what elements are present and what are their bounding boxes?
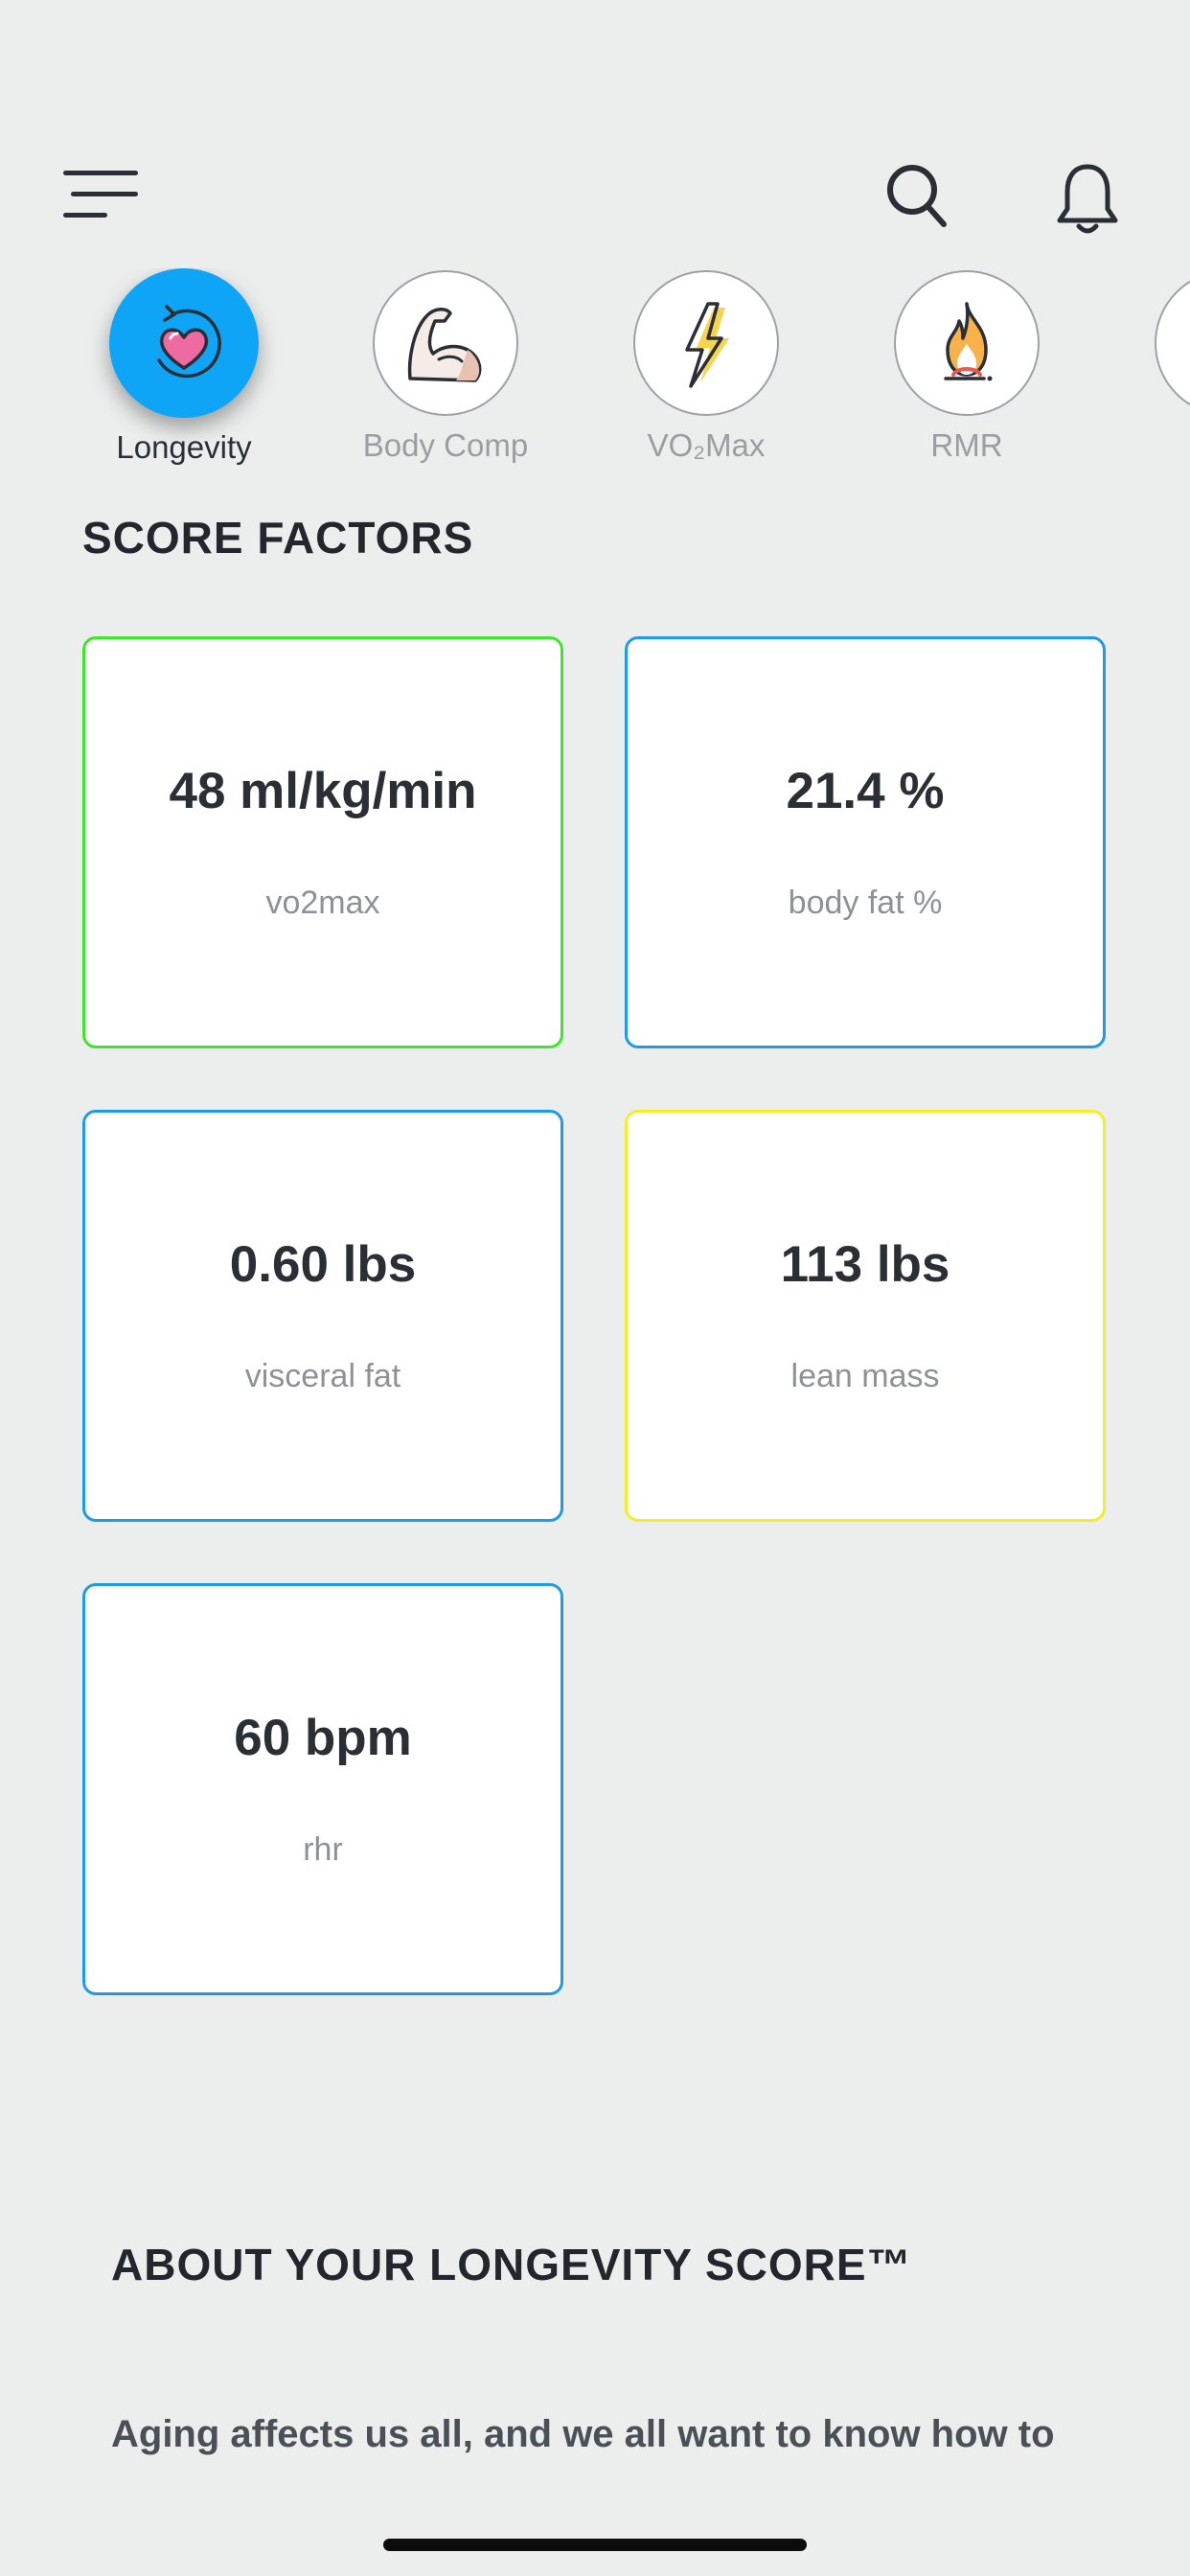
score-factor-value: 113 lbs — [780, 1236, 950, 1293]
score-factor-value: 21.4 % — [786, 763, 945, 819]
score-factor-value: 0.60 lbs — [229, 1236, 417, 1293]
score-factor-label: rhr — [303, 1831, 343, 1868]
search-icon — [887, 165, 947, 227]
score-factor-card-lean-mass[interactable]: 113 lbs lean mass — [625, 1110, 1106, 1522]
category-label: RMR — [930, 427, 1003, 463]
category-partial[interactable]: In — [1122, 268, 1190, 464]
category-circle — [109, 268, 259, 418]
search-button[interactable] — [885, 163, 949, 230]
menu-line — [63, 171, 138, 175]
flame-icon — [944, 302, 993, 381]
score-factor-value: 60 bpm — [234, 1710, 412, 1766]
score-factor-label: visceral fat — [244, 1358, 401, 1394]
lightning-bolt-icon — [685, 302, 729, 388]
category-label: Longevity — [116, 429, 252, 465]
score-factor-card-visceral-fat[interactable]: 0.60 lbs visceral fat — [82, 1110, 563, 1522]
score-factor-label: lean mass — [790, 1358, 940, 1394]
notifications-button[interactable] — [1054, 161, 1121, 236]
category-circle — [1155, 270, 1190, 416]
score-factor-card-vo2max[interactable]: 48 ml/kg/min vo2max — [82, 636, 563, 1048]
menu-line — [63, 213, 107, 218]
category-label: VO₂Max — [647, 427, 766, 463]
category-rmr[interactable]: RMR — [861, 268, 1072, 464]
about-text-container: Aging affects us all, and we all want to… — [111, 2407, 1127, 2471]
category-label: In — [1122, 427, 1190, 464]
menu-line — [71, 192, 138, 196]
partial-icon — [1179, 295, 1190, 391]
about-title: ABOUT YOUR LONGEVITY SCORE™ — [111, 2240, 912, 2289]
score-factor-value: 48 ml/kg/min — [169, 763, 477, 819]
bell-icon — [1057, 164, 1118, 234]
menu-button[interactable] — [63, 169, 138, 222]
category-label: Body Comp — [362, 427, 529, 463]
section-title: SCORE FACTORS — [82, 513, 474, 563]
score-factor-card-rhr[interactable]: 60 bpm rhr — [82, 1583, 563, 1995]
category-body-comp[interactable]: Body Comp — [340, 268, 551, 464]
score-factor-card-body-fat[interactable]: 21.4 % body fat % — [625, 636, 1106, 1048]
heart-cycle-icon — [157, 305, 221, 379]
about-text: Aging affects us all, and we all want to… — [111, 2413, 1055, 2471]
category-longevity[interactable]: Longevity — [79, 268, 289, 466]
score-factor-label: vo2max — [265, 885, 380, 921]
flexed-arm-icon — [407, 308, 482, 382]
category-circle — [633, 270, 779, 416]
home-indicator[interactable] — [383, 2539, 807, 2551]
category-circle — [894, 270, 1040, 416]
category-vo2max[interactable]: VO₂Max — [601, 268, 812, 464]
category-circle — [373, 270, 518, 416]
category-strip[interactable]: Longevity Body Comp VO₂Max — [0, 268, 1190, 479]
score-factor-label: body fat % — [788, 885, 943, 921]
